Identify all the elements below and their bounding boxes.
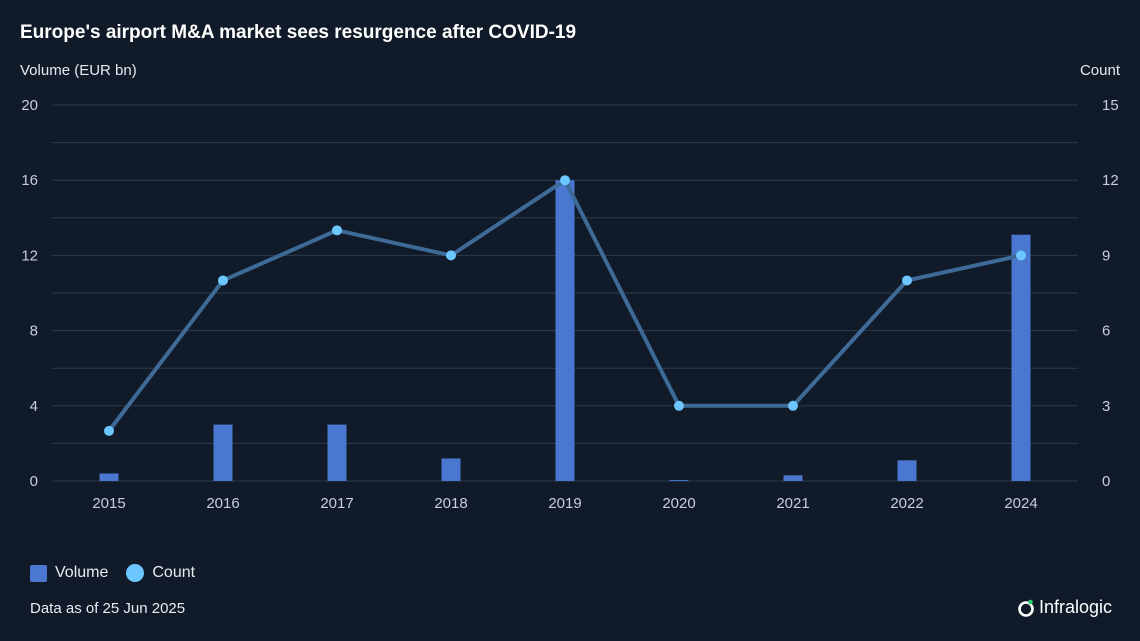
- y-tick-label-left: 12: [21, 247, 38, 264]
- x-tick-label: 2020: [662, 495, 695, 512]
- infralogic-logo-icon: [1018, 599, 1034, 617]
- volume-bar: [783, 475, 803, 481]
- y-tick-label-right: 15: [1102, 97, 1119, 114]
- brand-logo: Infralogic: [1016, 597, 1112, 618]
- count-point: [104, 425, 114, 436]
- legend: Volume Count: [30, 564, 195, 582]
- data-date-note: Data as of 25 Jun 2025: [30, 600, 186, 617]
- volume-bar: [327, 424, 347, 481]
- y-tick-label-left: 0: [30, 473, 38, 490]
- y-tick-label-right: 6: [1102, 323, 1110, 340]
- x-tick-label: 2019: [548, 495, 581, 512]
- y-axis-title-right: Count: [1079, 62, 1120, 79]
- legend-item-count[interactable]: Count: [126, 564, 195, 582]
- y-tick-label-left: 4: [30, 398, 38, 415]
- count-point: [902, 275, 912, 286]
- y-tick-label-right: 3: [1102, 398, 1110, 415]
- chart-title: Europe's airport M&A market sees resurge…: [20, 22, 577, 43]
- legend-count-swatch: [126, 564, 145, 582]
- x-tick-label: 2016: [206, 495, 239, 512]
- legend-volume-label: Volume: [55, 564, 109, 581]
- volume-bar: [99, 473, 119, 481]
- volume-bar: [441, 458, 461, 481]
- volume-bar: [213, 424, 233, 481]
- y-tick-label-right: 9: [1102, 247, 1110, 264]
- volume-bar: [897, 460, 917, 481]
- count-point: [1016, 250, 1026, 261]
- x-tick-label: 2017: [320, 495, 353, 512]
- legend-count-label: Count: [152, 564, 196, 581]
- y-tick-label-left: 16: [21, 172, 38, 189]
- y-axis-title-left: Volume (EUR bn): [20, 62, 137, 79]
- y-tick-label-right: 0: [1102, 473, 1110, 490]
- y-tick-label-left: 20: [21, 97, 38, 114]
- x-tick-label: 2015: [92, 495, 125, 512]
- x-tick-label: 2022: [890, 495, 923, 512]
- x-tick-label: 2021: [776, 495, 809, 512]
- count-point: [446, 250, 456, 261]
- count-point: [332, 225, 342, 236]
- legend-volume-swatch: [30, 564, 47, 582]
- count-point: [788, 400, 798, 411]
- count-point: [218, 275, 228, 286]
- y-tick-label-right: 12: [1102, 172, 1119, 189]
- legend-item-volume[interactable]: Volume: [30, 564, 108, 582]
- y-tick-label-left: 8: [30, 323, 38, 340]
- volume-bar: [555, 180, 575, 481]
- x-tick-label: 2018: [434, 495, 467, 512]
- brand-name: Infralogic: [1038, 597, 1112, 617]
- volume-bar: [669, 480, 689, 481]
- x-tick-label: 2024: [1004, 495, 1037, 512]
- count-point: [674, 400, 684, 411]
- count-point: [560, 175, 570, 186]
- volume-bar: [1011, 234, 1031, 481]
